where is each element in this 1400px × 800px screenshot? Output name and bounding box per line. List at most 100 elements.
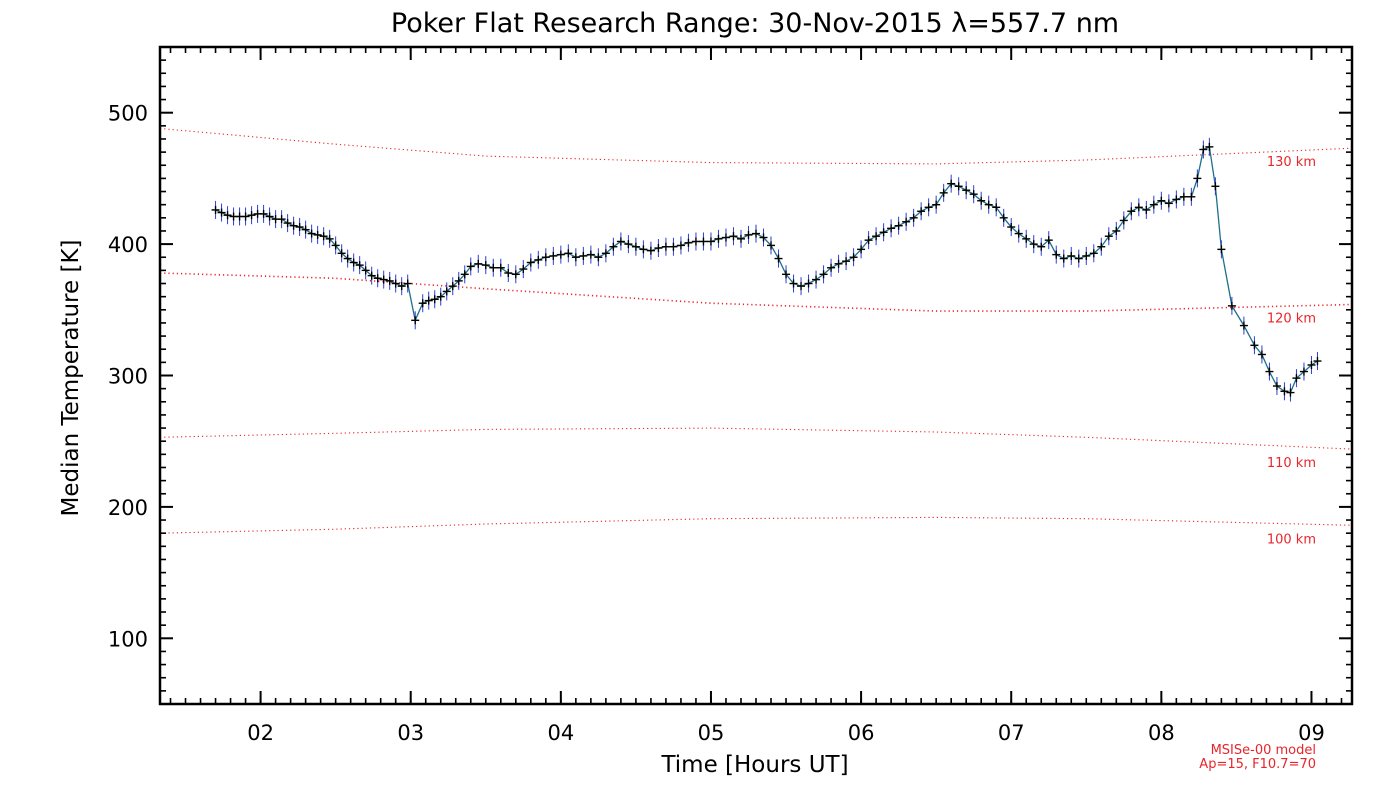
- data-point: [661, 237, 670, 256]
- data-point: [211, 200, 220, 219]
- x-tick-label: 07: [998, 721, 1025, 745]
- data-point: [782, 265, 791, 284]
- data-point: [812, 270, 821, 289]
- data-point: [797, 277, 806, 296]
- data-point: [669, 237, 678, 256]
- data-point: [1257, 345, 1266, 364]
- data-point: [721, 228, 730, 247]
- data-point: [842, 252, 851, 271]
- data-point: [411, 311, 420, 330]
- data-point: [1280, 382, 1289, 401]
- model-line: [159, 127, 1353, 165]
- x-tick-label: 08: [1148, 721, 1175, 745]
- data-point: [714, 229, 723, 248]
- data-point: [301, 220, 310, 239]
- data-point: [616, 232, 625, 251]
- data-point: [917, 202, 926, 221]
- axis-ticks: 02 03 04 05 06 07 08 09 100 200 300 400 500: [108, 46, 1352, 745]
- data-point: [474, 254, 483, 273]
- data-point: [241, 207, 250, 226]
- data-point: [511, 265, 520, 284]
- data-point: [556, 245, 565, 264]
- data-point: [992, 198, 1001, 217]
- model-line-label: 110 km: [1267, 456, 1316, 471]
- data-point: [1037, 237, 1046, 256]
- data-point: [1299, 362, 1308, 381]
- data-point: [909, 208, 918, 227]
- data-point: [932, 195, 941, 214]
- data-point: [789, 274, 798, 293]
- data-point: [1089, 244, 1098, 263]
- data-point: [579, 246, 588, 265]
- data-point: [223, 206, 232, 225]
- data-point: [1172, 190, 1181, 209]
- y-tick-label: 100: [108, 627, 148, 651]
- data-point: [343, 249, 352, 268]
- data-point: [759, 228, 768, 247]
- data-point: [534, 250, 543, 269]
- x-tick-label: 05: [698, 721, 725, 745]
- data-point: [969, 185, 978, 204]
- data-point: [526, 253, 535, 272]
- data-point: [646, 241, 655, 260]
- data-point: [489, 258, 498, 277]
- data-point: [804, 274, 813, 293]
- data-point: [1164, 194, 1173, 213]
- data-point: [744, 225, 753, 244]
- data-point: [1007, 218, 1016, 237]
- data-point: [774, 249, 783, 268]
- data-point: [767, 236, 776, 255]
- data-point: [586, 245, 595, 264]
- data-point: [1187, 187, 1196, 206]
- data-point: [325, 229, 334, 248]
- data-point: [283, 214, 292, 233]
- data-point: [1127, 202, 1136, 221]
- data-point: [834, 254, 843, 273]
- temperature-series: [211, 137, 1322, 402]
- data-point: [1239, 316, 1248, 335]
- temperature-line: [215, 145, 1318, 394]
- data-point: [736, 229, 745, 248]
- data-point: [601, 244, 610, 263]
- data-point: [827, 258, 836, 277]
- data-point: [676, 236, 685, 255]
- data-point: [319, 227, 328, 246]
- data-point: [247, 206, 256, 225]
- data-point: [939, 183, 948, 202]
- data-point: [1134, 198, 1143, 217]
- data-point: [379, 270, 388, 289]
- data-point: [1142, 200, 1151, 219]
- data-point: [1313, 352, 1322, 371]
- data-point: [857, 240, 866, 259]
- model-line: [159, 272, 1353, 312]
- y-tick-label: 500: [108, 102, 148, 126]
- data-point: [1014, 224, 1023, 243]
- data-point: [1286, 383, 1295, 402]
- x-tick-label: 04: [547, 721, 574, 745]
- data-point: [295, 218, 304, 237]
- data-point: [424, 291, 433, 310]
- model-line: [159, 516, 1353, 534]
- data-point: [864, 231, 873, 250]
- data-point: [924, 198, 933, 217]
- data-point: [984, 195, 993, 214]
- data-point: [391, 274, 400, 293]
- data-point: [1119, 211, 1128, 230]
- y-tick-label: 200: [108, 496, 148, 520]
- data-point: [349, 253, 358, 272]
- data-point: [466, 257, 475, 276]
- data-point: [624, 235, 633, 254]
- x-tick-label: 02: [247, 721, 274, 745]
- plot-frame: [158, 45, 1354, 706]
- data-point: [289, 216, 298, 235]
- data-point: [1082, 246, 1091, 265]
- data-point: [1307, 355, 1316, 374]
- data-point: [265, 207, 274, 226]
- data-point: [1179, 187, 1188, 206]
- y-tick-label: 300: [108, 365, 148, 389]
- data-point: [1067, 246, 1076, 265]
- data-point: [639, 240, 648, 259]
- data-point: [331, 236, 340, 255]
- data-point: [1227, 296, 1236, 315]
- data-point: [631, 237, 640, 256]
